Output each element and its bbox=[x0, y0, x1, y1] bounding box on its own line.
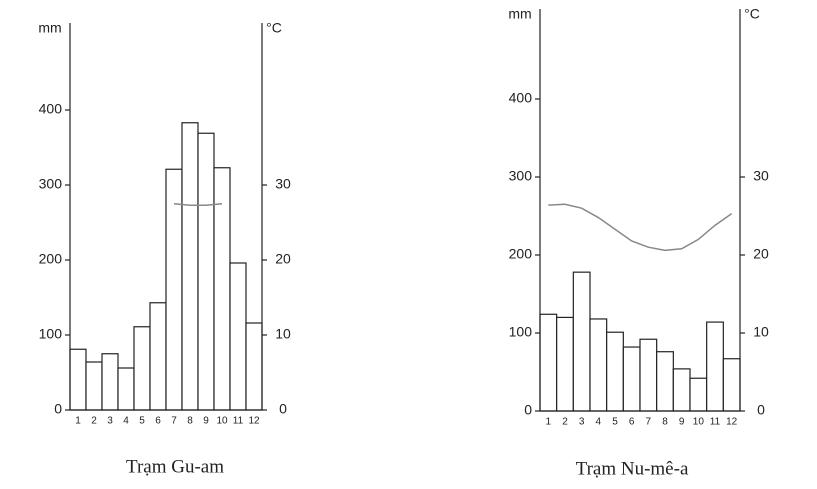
chart-title: Trạm Nu-mê-a bbox=[576, 458, 689, 479]
y-tick-label: 0 bbox=[54, 401, 62, 417]
temperature-line bbox=[548, 203, 733, 252]
bar bbox=[689, 377, 708, 412]
chart-title: Trạm Gu-am bbox=[126, 456, 224, 477]
x-tick-label: 7 bbox=[171, 416, 177, 427]
y2-tick-label: 20 bbox=[753, 246, 769, 262]
bar bbox=[165, 168, 183, 411]
x-tick-label: 12 bbox=[726, 417, 738, 428]
y-tick-label: 400 bbox=[509, 90, 533, 106]
x-tick-label: 10 bbox=[216, 416, 228, 427]
x-tick-label: 1 bbox=[546, 417, 552, 428]
bar bbox=[706, 321, 724, 412]
x-tick-label: 1 bbox=[75, 416, 81, 427]
x-tick-label: 4 bbox=[123, 416, 129, 427]
bar bbox=[572, 271, 591, 412]
bar bbox=[197, 132, 215, 411]
y2-axis-label: °C bbox=[744, 6, 760, 22]
y-tick-label: 400 bbox=[39, 101, 63, 117]
bar bbox=[589, 318, 608, 412]
bar bbox=[606, 331, 624, 412]
bar bbox=[101, 353, 119, 411]
y2-tick-label: 20 bbox=[275, 251, 291, 267]
y2-tick-label: 0 bbox=[279, 401, 287, 417]
y2-tick-label: 0 bbox=[757, 402, 765, 418]
bar bbox=[556, 316, 574, 412]
y-tick-label: 300 bbox=[39, 176, 63, 192]
y-tick-label: 100 bbox=[39, 326, 63, 342]
x-tick-label: 9 bbox=[679, 417, 685, 428]
x-tick-label: 9 bbox=[203, 416, 209, 427]
bar bbox=[245, 322, 263, 411]
y2-axis-label: °C bbox=[266, 20, 282, 36]
bar bbox=[539, 313, 558, 412]
bar bbox=[672, 368, 691, 412]
x-tick-label: 4 bbox=[596, 417, 602, 428]
y-tick-label: 200 bbox=[509, 246, 533, 262]
x-tick-label: 10 bbox=[693, 417, 705, 428]
y-axis-label: mm bbox=[38, 20, 61, 36]
x-tick-label: 2 bbox=[91, 416, 97, 427]
x-tick-label: 12 bbox=[248, 416, 260, 427]
x-tick-label: 11 bbox=[710, 417, 721, 428]
bar bbox=[69, 348, 87, 411]
bar bbox=[133, 326, 151, 411]
y-axis-label: mm bbox=[508, 6, 531, 22]
x-tick-label: 5 bbox=[612, 417, 618, 428]
x-tick-label: 11 bbox=[233, 416, 244, 427]
y-tick-label: 100 bbox=[509, 324, 533, 340]
x-tick-label: 3 bbox=[107, 416, 113, 427]
bar bbox=[656, 351, 674, 412]
y2-tick-label: 30 bbox=[275, 176, 291, 192]
x-tick-label: 8 bbox=[187, 416, 193, 427]
bar bbox=[181, 122, 199, 411]
bar bbox=[722, 358, 741, 412]
x-tick-label: 7 bbox=[646, 417, 652, 428]
y-tick-label: 200 bbox=[39, 251, 63, 267]
x-tick-label: 5 bbox=[139, 416, 145, 427]
x-tick-label: 2 bbox=[562, 417, 568, 428]
x-tick-label: 6 bbox=[629, 417, 635, 428]
x-tick-label: 3 bbox=[579, 417, 585, 428]
temperature-line bbox=[173, 203, 223, 206]
bar bbox=[622, 346, 641, 412]
x-tick-label: 8 bbox=[662, 417, 668, 428]
y2-tick-label: 10 bbox=[275, 326, 291, 342]
y2-tick-label: 10 bbox=[753, 324, 769, 340]
y-tick-label: 0 bbox=[524, 402, 532, 418]
bar bbox=[639, 338, 658, 412]
bar bbox=[229, 262, 247, 411]
bar bbox=[117, 367, 135, 411]
y2-tick-label: 30 bbox=[753, 168, 769, 184]
bar bbox=[149, 302, 167, 411]
x-tick-label: 6 bbox=[155, 416, 161, 427]
bar bbox=[85, 361, 103, 411]
y-tick-label: 300 bbox=[509, 168, 533, 184]
